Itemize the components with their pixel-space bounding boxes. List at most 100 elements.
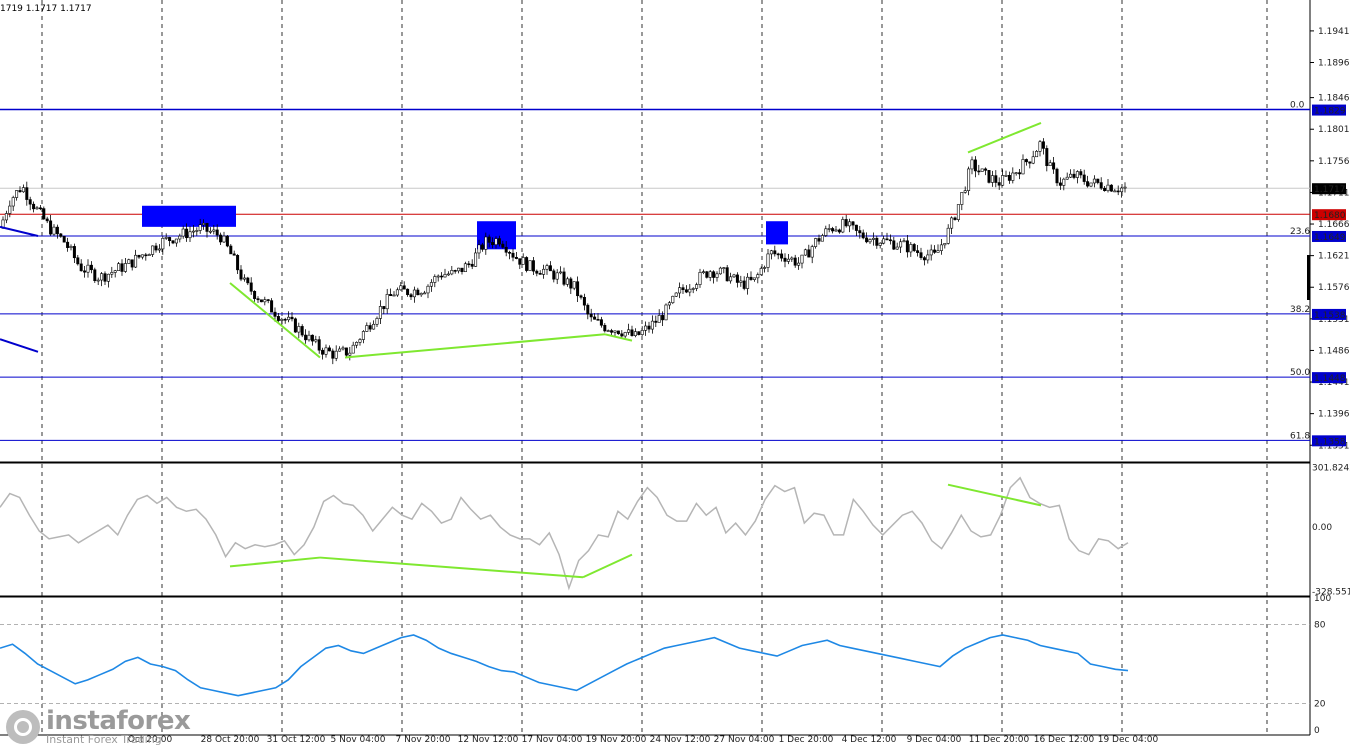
candle-body (1092, 178, 1096, 184)
candle-body (1031, 156, 1035, 164)
candle-body (977, 170, 981, 173)
candle-body (365, 325, 369, 332)
candle-body (1052, 162, 1056, 170)
candle-body (144, 254, 148, 257)
candle-body (1038, 141, 1042, 152)
candle-body (701, 271, 705, 273)
candle-body (283, 318, 287, 321)
watermark-tagline: Instant Forex Trading (46, 733, 162, 746)
candle-body (79, 263, 83, 272)
candle-body (627, 329, 631, 333)
candle-body (378, 306, 382, 319)
time-axis-label: 31 Oct 12:00 (267, 735, 326, 745)
current-price-tag: 1.1717 (1314, 185, 1346, 195)
candle-body (140, 254, 144, 258)
candle-body (603, 324, 607, 332)
candle-body (674, 292, 678, 297)
candle-body (161, 237, 165, 250)
candle-body (205, 223, 209, 232)
candle-body (667, 302, 671, 306)
candle-body (1055, 168, 1059, 184)
candle-body (1028, 161, 1032, 164)
candle-body (195, 230, 199, 232)
candle-body (191, 230, 195, 233)
candle-body (263, 299, 267, 303)
candle-body (593, 316, 597, 320)
candle-body (633, 331, 637, 336)
candle-body (868, 239, 872, 243)
candle-body (18, 190, 22, 193)
divergence-line (967, 121, 1042, 154)
candle-body (851, 221, 855, 226)
candle-body (735, 274, 739, 283)
candle-body (256, 298, 260, 301)
candle-body (368, 325, 372, 330)
instaforex-logo-icon (6, 710, 40, 744)
signal-rectangle (142, 205, 236, 227)
trend-line (0, 338, 39, 353)
candle-body (559, 271, 563, 274)
candle-body (739, 280, 743, 283)
candle-body (246, 277, 250, 284)
candle-body (800, 254, 804, 264)
candle-body (399, 285, 403, 291)
candle-body (181, 228, 185, 237)
candle-body (450, 270, 454, 275)
candle-body (501, 243, 505, 248)
candle-body (358, 339, 362, 343)
fib-level-label: 0.0 (1290, 101, 1305, 111)
candle-body (725, 267, 729, 282)
candle-body (1109, 184, 1113, 192)
candle-body (742, 280, 746, 289)
candle-body (729, 276, 733, 282)
candle-body (922, 257, 926, 261)
candle-body (970, 159, 974, 170)
candle-body (933, 249, 937, 253)
candle-body (334, 350, 338, 359)
candle-body (310, 334, 314, 342)
candle-body (882, 238, 886, 244)
candle-body (905, 240, 909, 253)
signal-rectangle (766, 221, 788, 245)
candle-body (491, 242, 495, 245)
cci-divergence-line (947, 483, 1042, 507)
candle-body (188, 231, 192, 239)
cci-line (0, 476, 1129, 591)
candle-body (576, 281, 580, 297)
candle-body (467, 263, 471, 266)
candle-body (372, 323, 376, 330)
price-tick-label: 1.1396 (1318, 410, 1350, 420)
candle-body (49, 220, 53, 235)
candle-body (582, 296, 586, 306)
candle-body (242, 277, 246, 280)
price-tick-label: 1.1801 (1318, 125, 1350, 135)
candle-body (440, 275, 444, 278)
candle-body (616, 330, 620, 335)
candle-body (222, 235, 226, 243)
candle-body (480, 244, 484, 250)
candle-body (786, 258, 790, 262)
candle-body (113, 270, 117, 273)
candle-body (956, 204, 960, 220)
candle-body (270, 300, 274, 313)
candle-body (280, 318, 284, 321)
candle-body (980, 168, 984, 172)
candle-body (1120, 187, 1124, 193)
candle-body (1021, 159, 1025, 175)
candle-body (385, 294, 389, 310)
cci-divergence-line (319, 556, 584, 579)
candle-body (174, 238, 178, 244)
candle-body (749, 276, 753, 280)
candle-body (1007, 175, 1011, 181)
candle-body (861, 232, 865, 239)
candle-body (219, 234, 223, 243)
rsi-tick-label: 20 (1314, 700, 1326, 710)
rsi-line (0, 634, 1129, 697)
candle-body (671, 295, 675, 304)
candle-body (504, 246, 508, 253)
candle-body (1035, 151, 1039, 158)
candle-body (35, 207, 39, 210)
candle-body (848, 221, 852, 227)
candle-body (317, 339, 321, 351)
